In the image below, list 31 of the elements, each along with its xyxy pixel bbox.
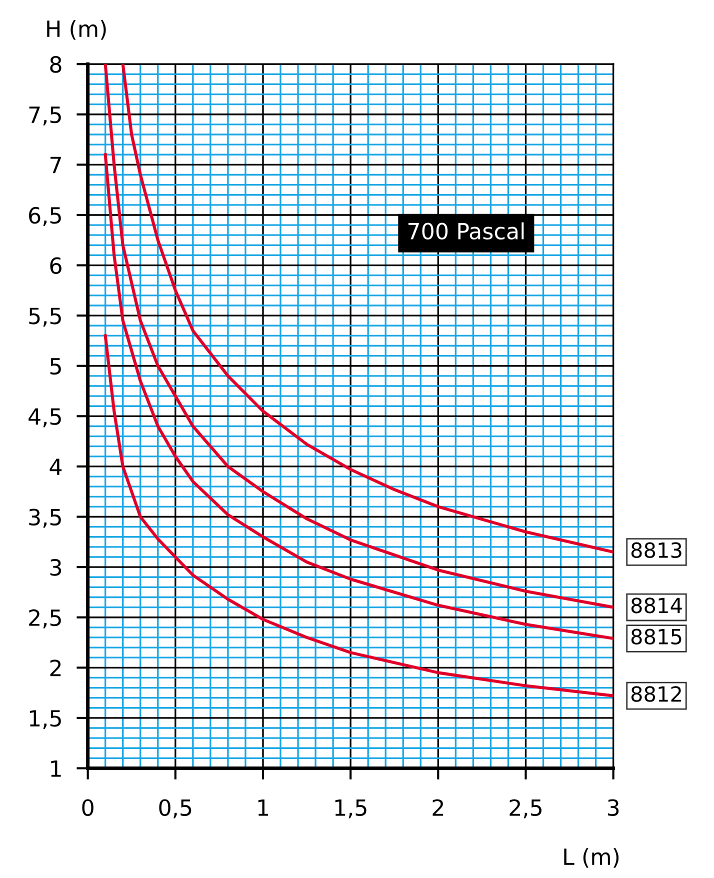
y-tick-label: 2,5 [29, 609, 61, 628]
y-tick-label: 5,5 [29, 308, 61, 327]
y-tick-label: 2 [50, 660, 61, 676]
series-label: 8814 [631, 598, 682, 614]
y-tick-label: 5 [50, 358, 61, 375]
y-tick-label: 7 [50, 156, 61, 174]
x-tick-label: 3 [608, 799, 619, 816]
y-tick-label: 6 [50, 257, 62, 274]
y-tick-label: 1 [51, 760, 61, 777]
line-series [104, 334, 614, 698]
y-axis-title: H (m) [47, 20, 106, 40]
series-label: 8813 [631, 542, 682, 558]
x-tick-label: 0,5 [159, 799, 192, 818]
x-tick-label: 1,5 [335, 799, 366, 818]
y-tick-label: 3 [50, 559, 62, 576]
y-tick-label: 1,5 [30, 710, 61, 729]
y-tick-label: 4,5 [28, 408, 61, 428]
x-tick-label: 0 [82, 799, 94, 816]
y-tick-label: 3,5 [29, 508, 61, 528]
x-axis-title: L (m) [564, 848, 619, 868]
x-tick-label: 2,5 [510, 799, 542, 818]
annotation: 700 Pascal [408, 222, 524, 240]
series-label: 8815 [631, 628, 682, 645]
y-tick-label: 4 [50, 458, 62, 475]
y-tick-label: 7,5 [29, 106, 61, 126]
x-tick-label: 2 [432, 799, 443, 816]
x-tick-label: 1 [258, 799, 268, 816]
line-series [104, 153, 614, 640]
series-label: 8812 [631, 686, 681, 702]
y-tick-label: 8 [50, 56, 62, 73]
y-tick-label: 6,5 [29, 206, 61, 226]
